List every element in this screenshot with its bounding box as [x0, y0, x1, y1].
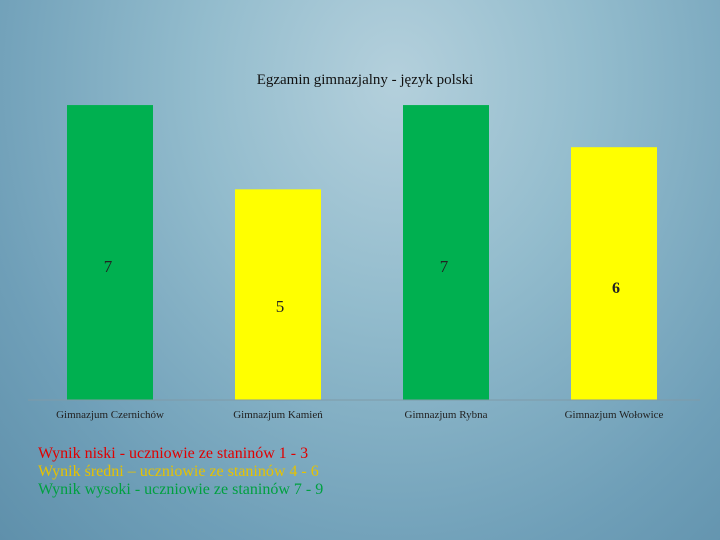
category-label-4: Gimnazjum Wołowice [565, 409, 664, 421]
legend-low: Wynik niski - uczniowie ze staninów 1 - … [38, 445, 309, 462]
data-label-4: 6 [612, 280, 620, 297]
category-label-2: Gimnazjum Kamień [233, 409, 323, 421]
bar-1 [67, 105, 153, 401]
category-label-1: Gimnazjum Czernichów [56, 409, 164, 421]
legend-medium: Wynik średni – uczniowie ze staninów 4 -… [38, 463, 319, 480]
data-label-3: 7 [440, 257, 449, 276]
category-label-3: Gimnazjum Rybna [405, 409, 488, 421]
data-label-1: 7 [104, 257, 113, 276]
bar-2 [235, 189, 321, 400]
chart-title: Egzamin gimnazjalny - język polski [257, 72, 474, 88]
legend-high: Wynik wysoki - uczniowie ze staninów 7 -… [38, 481, 324, 498]
data-label-2: 5 [276, 297, 285, 316]
bar-3 [403, 105, 489, 401]
stanine-legend: Wynik niski - uczniowie ze staninów 1 - … [38, 445, 323, 499]
bar-4 [571, 147, 657, 400]
